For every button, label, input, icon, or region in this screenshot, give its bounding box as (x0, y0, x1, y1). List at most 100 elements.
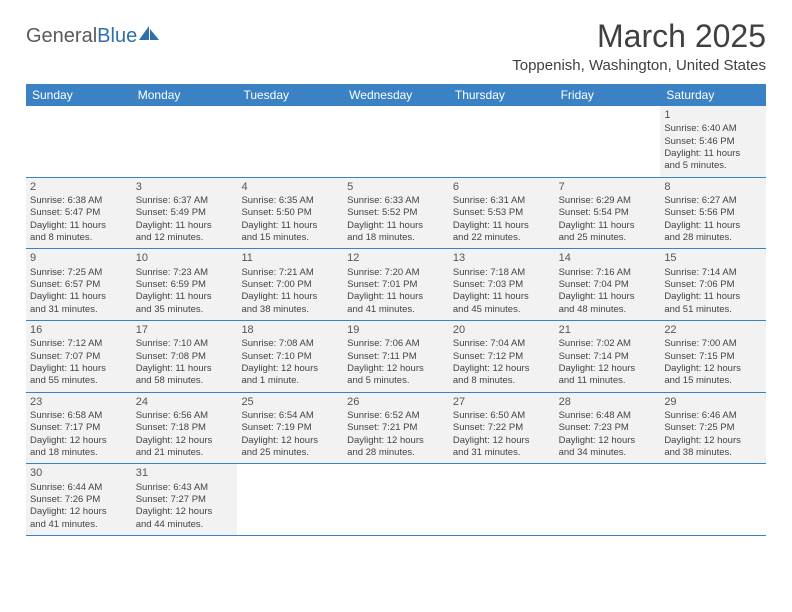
day-ss: Sunset: 6:59 PM (136, 279, 234, 291)
day-sr: Sunrise: 6:38 AM (30, 195, 128, 207)
day-cell: 17Sunrise: 7:10 AMSunset: 7:08 PMDayligh… (132, 321, 238, 392)
day-ss: Sunset: 7:23 PM (559, 422, 657, 434)
day-cell: 15Sunrise: 7:14 AMSunset: 7:06 PMDayligh… (660, 249, 766, 320)
day-number: 28 (559, 395, 657, 409)
day-sr: Sunrise: 7:16 AM (559, 267, 657, 279)
day-d2: and 12 minutes. (136, 232, 234, 244)
day-cell (449, 106, 555, 177)
day-sr: Sunrise: 7:10 AM (136, 338, 234, 350)
day-d2: and 18 minutes. (30, 447, 128, 459)
day-cell: 10Sunrise: 7:23 AMSunset: 6:59 PMDayligh… (132, 249, 238, 320)
day-cell: 1Sunrise: 6:40 AMSunset: 5:46 PMDaylight… (660, 106, 766, 177)
weekday-tuesday: Tuesday (237, 84, 343, 106)
header: GeneralBlue March 2025 Toppenish, Washin… (26, 18, 766, 74)
day-ss: Sunset: 7:14 PM (559, 351, 657, 363)
day-ss: Sunset: 7:17 PM (30, 422, 128, 434)
day-cell: 9Sunrise: 7:25 AMSunset: 6:57 PMDaylight… (26, 249, 132, 320)
day-d2: and 22 minutes. (453, 232, 551, 244)
day-cell: 18Sunrise: 7:08 AMSunset: 7:10 PMDayligh… (237, 321, 343, 392)
day-cell: 30Sunrise: 6:44 AMSunset: 7:26 PMDayligh… (26, 464, 132, 535)
day-d1: Daylight: 12 hours (664, 435, 762, 447)
day-cell: 28Sunrise: 6:48 AMSunset: 7:23 PMDayligh… (555, 393, 661, 464)
day-number: 11 (241, 251, 339, 265)
day-d1: Daylight: 12 hours (136, 506, 234, 518)
day-d1: Daylight: 12 hours (453, 363, 551, 375)
day-sr: Sunrise: 7:04 AM (453, 338, 551, 350)
day-d2: and 55 minutes. (30, 375, 128, 387)
day-number: 27 (453, 395, 551, 409)
day-d1: Daylight: 11 hours (664, 220, 762, 232)
day-number: 8 (664, 180, 762, 194)
day-number: 21 (559, 323, 657, 337)
weekday-sunday: Sunday (26, 84, 132, 106)
day-number: 15 (664, 251, 762, 265)
day-ss: Sunset: 7:25 PM (664, 422, 762, 434)
day-ss: Sunset: 5:46 PM (664, 136, 762, 148)
weekday-row: SundayMondayTuesdayWednesdayThursdayFrid… (26, 84, 766, 106)
day-d2: and 44 minutes. (136, 519, 234, 531)
day-cell: 13Sunrise: 7:18 AMSunset: 7:03 PMDayligh… (449, 249, 555, 320)
day-d2: and 25 minutes. (559, 232, 657, 244)
day-d2: and 35 minutes. (136, 304, 234, 316)
day-d2: and 38 minutes. (664, 447, 762, 459)
day-d1: Daylight: 12 hours (347, 363, 445, 375)
day-number: 10 (136, 251, 234, 265)
day-cell: 2Sunrise: 6:38 AMSunset: 5:47 PMDaylight… (26, 178, 132, 249)
day-sr: Sunrise: 6:29 AM (559, 195, 657, 207)
day-d2: and 15 minutes. (664, 375, 762, 387)
day-d1: Daylight: 11 hours (241, 220, 339, 232)
logo: GeneralBlue (26, 24, 161, 48)
weeks-container: 1Sunrise: 6:40 AMSunset: 5:46 PMDaylight… (26, 106, 766, 536)
day-d2: and 25 minutes. (241, 447, 339, 459)
day-d1: Daylight: 11 hours (347, 220, 445, 232)
day-sr: Sunrise: 7:23 AM (136, 267, 234, 279)
day-d1: Daylight: 11 hours (453, 291, 551, 303)
sail-icon (139, 24, 161, 48)
day-d1: Daylight: 11 hours (664, 291, 762, 303)
week-row: 2Sunrise: 6:38 AMSunset: 5:47 PMDaylight… (26, 178, 766, 250)
day-sr: Sunrise: 6:40 AM (664, 123, 762, 135)
day-d2: and 28 minutes. (347, 447, 445, 459)
day-d1: Daylight: 12 hours (30, 506, 128, 518)
day-d2: and 48 minutes. (559, 304, 657, 316)
day-d1: Daylight: 11 hours (136, 363, 234, 375)
day-sr: Sunrise: 7:00 AM (664, 338, 762, 350)
day-number: 17 (136, 323, 234, 337)
day-cell: 29Sunrise: 6:46 AMSunset: 7:25 PMDayligh… (660, 393, 766, 464)
day-cell: 31Sunrise: 6:43 AMSunset: 7:27 PMDayligh… (132, 464, 238, 535)
day-sr: Sunrise: 6:31 AM (453, 195, 551, 207)
day-d2: and 31 minutes. (453, 447, 551, 459)
day-sr: Sunrise: 7:25 AM (30, 267, 128, 279)
day-number: 12 (347, 251, 445, 265)
day-ss: Sunset: 5:49 PM (136, 207, 234, 219)
day-cell: 22Sunrise: 7:00 AMSunset: 7:15 PMDayligh… (660, 321, 766, 392)
day-d1: Daylight: 11 hours (559, 220, 657, 232)
day-sr: Sunrise: 7:08 AM (241, 338, 339, 350)
day-ss: Sunset: 5:54 PM (559, 207, 657, 219)
day-number: 31 (136, 466, 234, 480)
week-row: 30Sunrise: 6:44 AMSunset: 7:26 PMDayligh… (26, 464, 766, 536)
day-d1: Daylight: 12 hours (453, 435, 551, 447)
day-ss: Sunset: 5:56 PM (664, 207, 762, 219)
day-ss: Sunset: 7:04 PM (559, 279, 657, 291)
day-ss: Sunset: 7:01 PM (347, 279, 445, 291)
day-sr: Sunrise: 7:20 AM (347, 267, 445, 279)
day-cell (449, 464, 555, 535)
location: Toppenish, Washington, United States (512, 57, 766, 74)
month-title: March 2025 (512, 18, 766, 55)
day-cell: 3Sunrise: 6:37 AMSunset: 5:49 PMDaylight… (132, 178, 238, 249)
day-ss: Sunset: 7:07 PM (30, 351, 128, 363)
day-cell: 8Sunrise: 6:27 AMSunset: 5:56 PMDaylight… (660, 178, 766, 249)
day-cell (26, 106, 132, 177)
day-cell (237, 464, 343, 535)
weekday-saturday: Saturday (660, 84, 766, 106)
day-ss: Sunset: 7:12 PM (453, 351, 551, 363)
day-cell (132, 106, 238, 177)
day-sr: Sunrise: 6:37 AM (136, 195, 234, 207)
day-cell: 11Sunrise: 7:21 AMSunset: 7:00 PMDayligh… (237, 249, 343, 320)
day-number: 9 (30, 251, 128, 265)
day-cell: 24Sunrise: 6:56 AMSunset: 7:18 PMDayligh… (132, 393, 238, 464)
day-d2: and 18 minutes. (347, 232, 445, 244)
day-ss: Sunset: 7:22 PM (453, 422, 551, 434)
day-d1: Daylight: 12 hours (664, 363, 762, 375)
